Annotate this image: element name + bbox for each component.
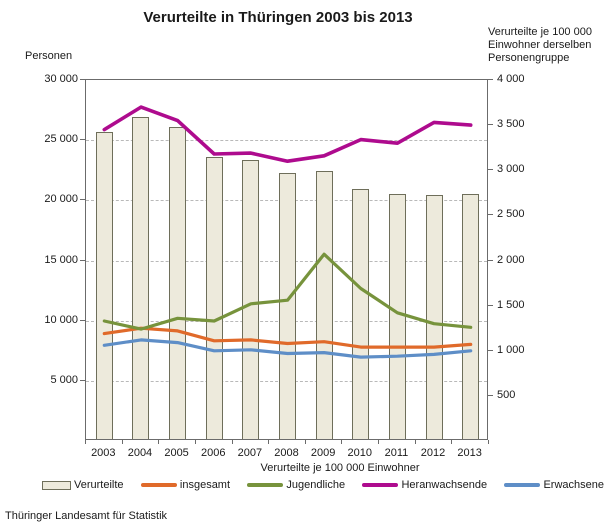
chart-title: Verurteilte in Thüringen 2003 bis 2013 xyxy=(143,9,413,26)
left-axis-tick-mark xyxy=(80,199,85,201)
x-axis-tick-mark xyxy=(304,440,306,444)
x-axis-year-label: 2008 xyxy=(274,447,299,459)
right-axis-tick-label: 3 000 xyxy=(497,163,525,176)
x-axis-year-label: 2012 xyxy=(420,447,446,459)
right-axis-tick-mark xyxy=(488,169,493,171)
x-axis-year-label: 2004 xyxy=(127,447,153,459)
bar-2013 xyxy=(462,193,480,439)
x-axis-year-label: 2009 xyxy=(310,447,336,459)
legend-label: Erwachsene xyxy=(543,479,604,491)
x-axis-tick-mark xyxy=(378,440,380,444)
right-axis-tick-mark xyxy=(488,394,493,396)
bar-2004 xyxy=(132,116,150,439)
legend-swatch-verurteilte xyxy=(42,480,71,490)
right-axis-title: Verurteilte je 100 000 Einwohner derselb… xyxy=(488,26,592,64)
right-axis-tick-mark xyxy=(488,304,493,306)
x-axis-year-label: 2005 xyxy=(164,447,189,459)
legend-swatch-jugendliche xyxy=(247,483,284,487)
legend: Verurteilte insgesamt Jugendliche Heranwach… xyxy=(42,479,604,491)
x-axis-year-label: 2007 xyxy=(237,447,263,459)
legend-swatch-insgesamt xyxy=(140,483,177,487)
legend-item-verurteilte: Verurteilte xyxy=(42,479,124,491)
left-axis-tick-label: 15 000 xyxy=(44,253,78,266)
x-axis-tick-mark xyxy=(121,440,123,444)
plot-area xyxy=(85,79,488,440)
legend-label: Heranwachsende xyxy=(401,479,488,491)
bar-2011 xyxy=(388,193,406,439)
right-axis-tick-mark xyxy=(488,79,493,80)
line-heranwachsende xyxy=(102,105,473,163)
right-axis-tick-mark xyxy=(488,124,493,126)
legend-item-insgesamt: insgesamt xyxy=(140,479,231,491)
legend-swatch-heranwachsende xyxy=(362,483,399,487)
left-axis-title: Personen xyxy=(25,50,73,62)
x-axis-tick-mark xyxy=(158,440,160,444)
legend-item-heranwachsende: Heranwachsende xyxy=(362,479,487,491)
bar-2006 xyxy=(205,157,223,439)
left-axis-tick-mark xyxy=(80,79,85,80)
x-axis-year-label: 2011 xyxy=(384,447,409,459)
legend-label: Verurteilte xyxy=(74,479,124,491)
x-axis-tick-mark xyxy=(414,440,416,444)
right-axis-tick-label: 2 500 xyxy=(497,208,525,221)
left-axis-tick-mark xyxy=(80,139,85,141)
right-axis-tick-label: 1 000 xyxy=(497,343,525,356)
x-axis-tick-mark xyxy=(194,440,196,444)
bar-2012 xyxy=(425,194,443,439)
right-axis-tick-mark xyxy=(488,349,493,351)
bar-2009 xyxy=(315,170,333,439)
bar-2010 xyxy=(352,188,370,439)
legend-swatch-erwachsene xyxy=(504,483,541,487)
legend-item-jugendliche: Jugendliche xyxy=(247,479,345,491)
x-axis-year-label: 2006 xyxy=(200,447,226,459)
left-axis-tick-mark xyxy=(80,319,85,321)
right-axis-tick-label: 4 000 xyxy=(497,73,525,85)
legend-item-erwachsene: Erwachsene xyxy=(504,479,604,491)
right-axis-tick-label: 500 xyxy=(497,388,516,401)
x-axis-tick-mark xyxy=(268,440,270,444)
left-axis-tick-mark xyxy=(80,379,85,381)
legend-label: insgesamt xyxy=(179,479,231,491)
left-axis-tick-label: 5 000 xyxy=(50,373,78,386)
right-axis-tick-label: 2 000 xyxy=(497,253,525,266)
x-axis-sublabel: Verurteilte je 100 000 Einwohner xyxy=(260,462,420,474)
bar-2003 xyxy=(95,132,113,439)
x-axis-tick-mark xyxy=(341,440,343,444)
legend-label: Jugendliche xyxy=(286,479,346,491)
x-axis-year-label: 2003 xyxy=(91,447,116,459)
right-axis-tick-mark xyxy=(488,214,493,216)
bar-2005 xyxy=(169,127,187,439)
left-axis-tick-mark xyxy=(80,259,85,261)
left-axis-tick-label: 10 000 xyxy=(44,313,78,326)
x-axis-tick-mark xyxy=(488,440,489,444)
right-axis-tick-label: 1 500 xyxy=(497,298,525,311)
bar-2008 xyxy=(279,173,296,439)
right-axis-tick-label: 3 500 xyxy=(497,118,525,131)
source-credit: Thüringer Landesamt für Statistik xyxy=(5,510,168,522)
left-axis-tick-label: 20 000 xyxy=(44,193,78,206)
left-axis-tick-label: 30 000 xyxy=(44,73,78,85)
left-axis-tick-label: 25 000 xyxy=(44,133,78,146)
right-axis-tick-mark xyxy=(488,259,493,261)
x-axis-tick-mark xyxy=(451,440,453,444)
x-axis-tick-mark xyxy=(85,440,86,444)
x-axis-year-label: 2013 xyxy=(457,447,482,459)
bar-2007 xyxy=(242,159,260,439)
x-axis-year-label: 2010 xyxy=(347,447,372,459)
x-axis-tick-mark xyxy=(231,440,233,444)
